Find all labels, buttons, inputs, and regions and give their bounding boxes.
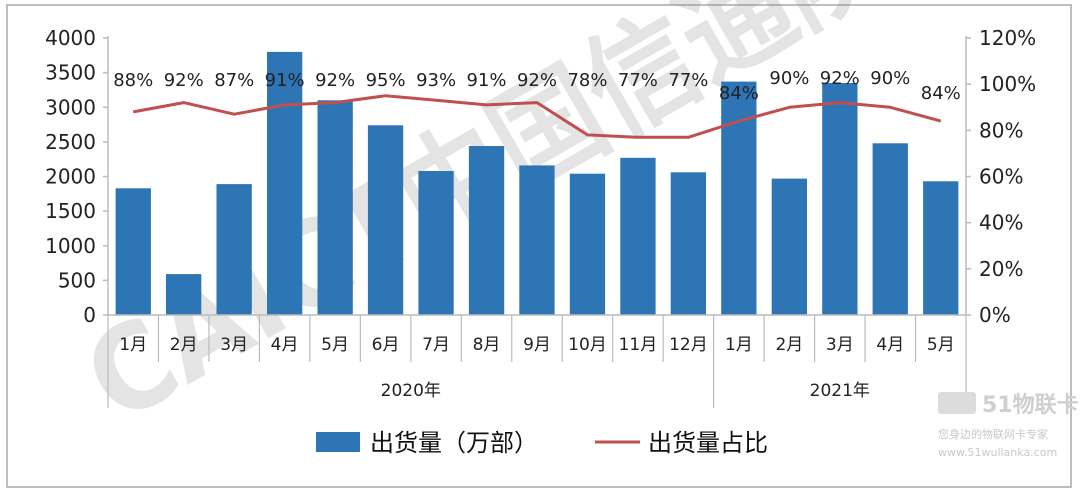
y-left-tick-label: 3500 — [45, 61, 96, 85]
bar-12 — [670, 172, 706, 315]
bar-2 — [166, 274, 202, 315]
y-right-tick-label: 40% — [979, 211, 1023, 235]
y-left-tick-label: 500 — [58, 268, 96, 292]
bar-3 — [216, 184, 252, 315]
year-label-2: 2021年 — [810, 381, 870, 401]
watermark-logo: 51物联卡 您身边的物联网卡专家 www.51wulianka.com — [938, 392, 1079, 459]
data-label-9: 92% — [517, 70, 557, 91]
axes: 0 500 1000 1500 2000 2500 3000 3500 4000 0% 20% 40%… — [45, 26, 1036, 408]
bar-series — [115, 51, 959, 316]
x-tick-label-16: 4月 — [876, 335, 904, 355]
y-right-tick-label: 80% — [979, 118, 1023, 142]
bar-16 — [872, 143, 908, 315]
logo-tagline: 您身边的物联网卡专家 — [938, 427, 1048, 441]
y-left-tick-label: 2000 — [45, 165, 96, 189]
bar-15 — [822, 83, 858, 315]
x-tick-label-17: 5月 — [927, 335, 955, 355]
data-label-2: 92% — [164, 70, 204, 91]
legend: 出货量（万部） 出货量占比 — [316, 429, 768, 457]
bar-17 — [923, 181, 959, 315]
legend-label-bars: 出货量（万部） — [370, 429, 538, 457]
x-tick-label-1: 1月 — [119, 335, 147, 355]
x-tick-label-15: 3月 — [826, 335, 854, 355]
x-tick-label-9: 9月 — [523, 335, 551, 355]
x-tick-label-11: 11月 — [619, 335, 658, 355]
bar-9 — [519, 165, 555, 315]
bar-10 — [569, 173, 606, 315]
x-tick-label-6: 6月 — [372, 335, 400, 355]
bar-7 — [418, 171, 454, 315]
data-label-1: 88% — [113, 70, 153, 91]
logo-url: www.51wulianka.com — [938, 446, 1057, 459]
y-left-tick-label: 2500 — [45, 130, 96, 154]
bar-8 — [468, 146, 505, 315]
x-tick-label-3: 3月 — [220, 335, 248, 355]
bar-4 — [267, 51, 303, 316]
data-label-10: 78% — [567, 70, 607, 91]
x-tick-label-2: 2月 — [170, 335, 198, 355]
y-left-tick-label: 1500 — [45, 199, 96, 223]
y-left-tick-label: 3000 — [45, 95, 96, 119]
legend-swatch-bars — [316, 432, 360, 452]
x-tick-label-5: 5月 — [321, 335, 349, 355]
data-label-7: 93% — [416, 70, 456, 91]
data-label-14: 90% — [769, 68, 809, 89]
y-right-tick-label: 20% — [979, 257, 1023, 281]
data-label-5: 92% — [315, 70, 355, 91]
logo-mark-icon — [938, 392, 976, 414]
bar-11 — [620, 157, 656, 315]
data-label-12: 77% — [668, 70, 708, 91]
bar-14 — [771, 178, 807, 315]
y-right-tick-label: 120% — [979, 26, 1036, 50]
data-label-15: 92% — [820, 68, 860, 89]
line-series: 88% 92% 87% 91% 92% 95% 93% 91% 92% 78% 77% 77% 84% 9… — [113, 68, 961, 139]
data-label-11: 77% — [618, 70, 658, 91]
x-tick-label-10: 10月 — [568, 335, 607, 355]
data-label-13: 84% — [719, 83, 759, 104]
bar-5 — [317, 100, 353, 315]
data-label-3: 87% — [214, 70, 254, 91]
x-tick-label-4: 4月 — [271, 335, 299, 355]
y-left-tick-label: 4000 — [45, 26, 96, 50]
x-tick-label-7: 7月 — [422, 335, 450, 355]
y-left-tick-label: 1000 — [45, 234, 96, 258]
x-tick-label-13: 1月 — [725, 335, 753, 355]
data-label-8: 91% — [466, 70, 506, 91]
x-tick-label-8: 8月 — [473, 335, 501, 355]
y-right-tick-label: 100% — [979, 72, 1036, 96]
y-right-tick-label: 0% — [979, 303, 1011, 327]
logo-text: 51物联卡 — [982, 392, 1079, 418]
data-label-6: 95% — [366, 70, 406, 91]
x-tick-label-12: 12月 — [669, 335, 708, 355]
y-right-tick-label: 60% — [979, 165, 1023, 189]
data-label-16: 90% — [870, 68, 910, 89]
data-label-4: 91% — [265, 70, 305, 91]
x-tick-label-14: 2月 — [775, 335, 803, 355]
year-label-1: 2020年 — [381, 381, 441, 401]
share-line — [132, 94, 942, 139]
legend-label-line: 出货量占比 — [648, 429, 768, 457]
y-left-tick-label: 0 — [83, 303, 96, 327]
bar-6 — [367, 125, 404, 315]
data-label-17: 84% — [921, 83, 961, 104]
bar-1 — [115, 188, 151, 315]
